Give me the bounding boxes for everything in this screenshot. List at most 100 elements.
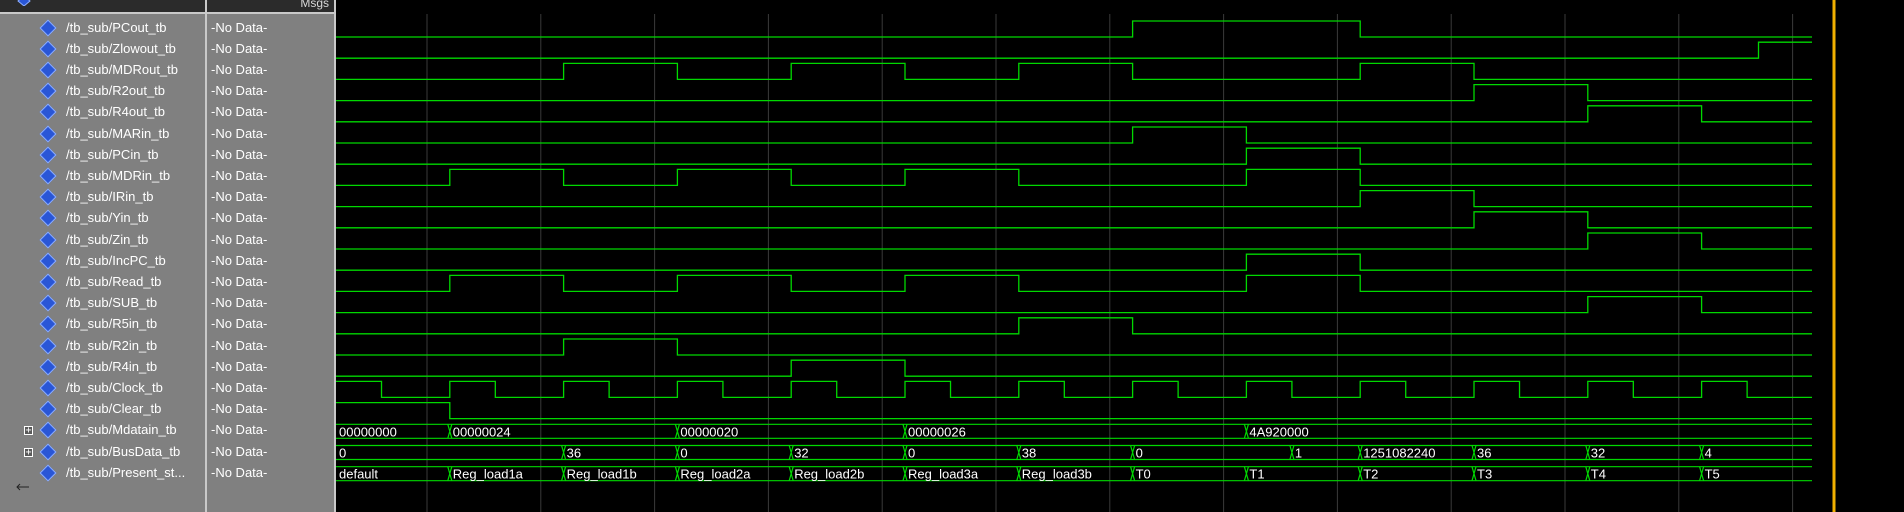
bus-value-label: Reg_load1a [453, 467, 524, 482]
signal-diamond-icon [40, 19, 57, 36]
signal-value-row: -No Data- [207, 125, 335, 146]
bus-transition [562, 467, 566, 481]
signal-diamond-icon [40, 167, 57, 184]
signal-name: /tb_sub/BusData_tb [66, 444, 180, 459]
bit-waveform [336, 127, 1812, 143]
signal-diamond-icon [40, 337, 57, 354]
messages-pane: Msgs -No Data- -No Data- -No Data- -No Data… [207, 0, 335, 512]
signal-row[interactable]: /tb_sub/IRin_tb [0, 188, 205, 209]
bus-transition [1358, 467, 1362, 481]
signal-row[interactable]: /tb_sub/MDRin_tb [0, 167, 205, 188]
bus-transition [1472, 446, 1476, 460]
signal-value-row: -No Data- [207, 464, 335, 485]
signal-value: -No Data- [211, 104, 267, 119]
signal-value: -No Data- [211, 210, 267, 225]
signal-value-row: -No Data- [207, 273, 335, 294]
signal-name: /tb_sub/IRin_tb [66, 189, 153, 204]
signal-row[interactable]: /tb_sub/R4out_tb [0, 103, 205, 124]
signal-value: -No Data- [211, 147, 267, 162]
signal-row[interactable]: /tb_sub/R4in_tb [0, 358, 205, 379]
bit-waveform [336, 106, 1812, 122]
signal-diamond-icon [40, 273, 57, 290]
signal-row[interactable]: /tb_sub/PCin_tb [0, 146, 205, 167]
msgs-header-label: Msgs [300, 0, 329, 10]
bit-waveform [336, 42, 1812, 58]
signal-diamond-icon [40, 40, 57, 57]
bus-transition [675, 446, 679, 460]
signal-value-row: -No Data- [207, 315, 335, 336]
expand-icon[interactable]: + [24, 426, 33, 435]
signal-row[interactable]: /tb_sub/Clock_tb [0, 379, 205, 400]
signal-row[interactable]: /tb_sub/Yin_tb [0, 209, 205, 230]
bus-value-label: default [339, 467, 378, 482]
signal-value: -No Data- [211, 465, 267, 480]
signal-value: -No Data- [211, 41, 267, 56]
bus-value-label: 0 [680, 446, 687, 461]
signal-value-row: -No Data- [207, 167, 335, 188]
signal-row[interactable]: /tb_sub/Present_st... [0, 464, 205, 485]
signal-row[interactable]: /tb_sub/Zlowout_tb [0, 40, 205, 61]
bit-waveform [336, 275, 1812, 291]
signal-row[interactable]: /tb_sub/SUB_tb [0, 294, 205, 315]
signal-value: -No Data- [211, 401, 267, 416]
signal-diamond-icon [40, 146, 57, 163]
signal-row[interactable]: /tb_sub/MDRout_tb [0, 61, 205, 82]
names-header [0, 0, 205, 14]
signal-name: /tb_sub/R2out_tb [66, 83, 165, 98]
bus-value-label: Reg_load3a [908, 467, 979, 482]
signal-name: /tb_sub/IncPC_tb [66, 253, 166, 268]
bus-value-label: T2 [1363, 467, 1378, 482]
bus-value-label: T1 [1249, 467, 1264, 482]
bit-waveform [336, 403, 1812, 419]
signal-diamond-icon [40, 316, 57, 333]
signal-name: /tb_sub/SUB_tb [66, 295, 157, 310]
signal-name: /tb_sub/MDRin_tb [66, 168, 170, 183]
signal-value-row: -No Data- [207, 61, 335, 82]
bus-transition [1586, 446, 1590, 460]
wave-format-icon[interactable] [16, 0, 32, 6]
signal-names-pane: /tb_sub/PCout_tb/tb_sub/Zlowout_tb/tb_su… [0, 0, 205, 512]
signal-name: /tb_sub/Present_st... [66, 465, 185, 480]
signal-value-row: -No Data- [207, 400, 335, 421]
signal-value-row: -No Data- [207, 252, 335, 273]
signal-value: -No Data- [211, 189, 267, 204]
signal-diamond-icon [40, 464, 57, 481]
signal-row[interactable]: /tb_sub/R5in_tb [0, 315, 205, 336]
signal-name: /tb_sub/Read_tb [66, 274, 161, 289]
signal-value: -No Data- [211, 168, 267, 183]
signal-row[interactable]: + /tb_sub/BusData_tb [0, 443, 205, 464]
bit-waveform [336, 381, 1812, 397]
signal-row[interactable]: /tb_sub/R2in_tb [0, 337, 205, 358]
signal-row[interactable]: /tb_sub/R2out_tb [0, 82, 205, 103]
signal-value: -No Data- [211, 359, 267, 374]
bus-transition [675, 424, 679, 438]
signal-row[interactable]: /tb_sub/PCout_tb [0, 19, 205, 40]
signal-row[interactable]: /tb_sub/Clear_tb [0, 400, 205, 421]
waveform-canvas[interactable]: 00000000 00000024 00000020 00000026 4A920000… [336, 0, 1904, 512]
signal-name: /tb_sub/Clock_tb [66, 380, 163, 395]
signal-value: -No Data- [211, 380, 267, 395]
signal-row[interactable]: /tb_sub/IncPC_tb [0, 252, 205, 273]
signal-value: -No Data- [211, 274, 267, 289]
signal-diamond-icon [40, 83, 57, 100]
signal-value-row: -No Data- [207, 337, 335, 358]
signal-row[interactable]: /tb_sub/MARin_tb [0, 125, 205, 146]
bus-value-label: 1 [1295, 446, 1302, 461]
bus-value-label: 00000024 [453, 424, 511, 439]
signal-value-row: -No Data- [207, 188, 335, 209]
signal-name: /tb_sub/MDRout_tb [66, 62, 178, 77]
bus-transition [675, 467, 679, 481]
signal-name: /tb_sub/Mdatain_tb [66, 422, 177, 437]
signal-row[interactable]: + /tb_sub/Mdatain_tb [0, 421, 205, 442]
signal-name: /tb_sub/R5in_tb [66, 316, 157, 331]
signal-diamond-icon [40, 189, 57, 206]
signal-value-row: -No Data- [207, 103, 335, 124]
expand-icon[interactable]: + [24, 448, 33, 457]
signal-value-row: -No Data- [207, 82, 335, 103]
signal-row[interactable]: /tb_sub/Zin_tb [0, 231, 205, 252]
waveform-pane[interactable]: 00000000 00000024 00000020 00000026 4A920000… [336, 0, 1904, 512]
bit-waveform [336, 360, 1812, 376]
signal-row[interactable]: /tb_sub/Read_tb [0, 273, 205, 294]
bus-value-label: 32 [794, 446, 808, 461]
signal-name: /tb_sub/R4in_tb [66, 359, 157, 374]
